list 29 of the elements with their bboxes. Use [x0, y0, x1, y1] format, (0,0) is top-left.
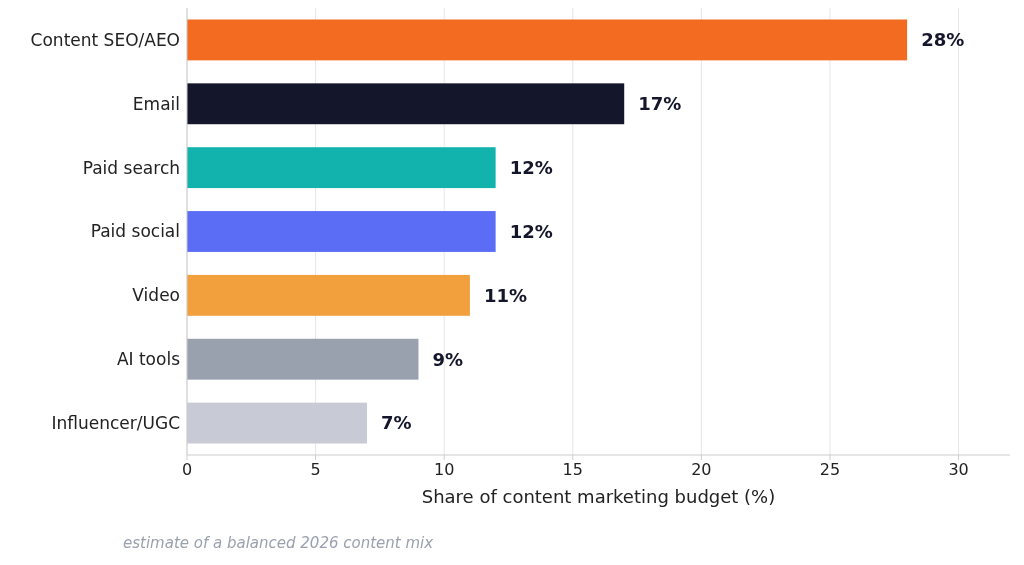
data-label: 17%	[638, 93, 682, 115]
data-label: 11%	[483, 284, 527, 306]
y-tick-label: Paid search	[82, 157, 180, 178]
data-label: 12%	[509, 156, 553, 178]
bar	[187, 338, 419, 380]
bar	[187, 274, 470, 316]
bar	[187, 211, 496, 252]
data-label: 12%	[509, 220, 553, 242]
data-label: 7%	[381, 412, 412, 434]
y-tick-label: Video	[132, 285, 180, 306]
y-tick-label: Paid social	[90, 221, 180, 242]
bar	[187, 83, 625, 125]
y-tick-label: Influencer/UGC	[51, 413, 180, 434]
x-tick-label: 25	[819, 460, 841, 479]
bar	[187, 19, 908, 61]
x-tick-label: 5	[310, 460, 321, 479]
x-tick-label: 20	[691, 460, 712, 479]
bar	[187, 147, 496, 189]
y-tick-label: Content SEO/AEO	[30, 29, 180, 50]
y-tick-label: Email	[132, 93, 180, 114]
data-label: 28%	[921, 29, 965, 51]
x-tick-label: 15	[562, 460, 583, 479]
y-tick-label: AI tools	[116, 349, 181, 370]
data-label: 9%	[432, 348, 464, 370]
x-tick-label: 10	[434, 460, 455, 479]
text: estimate of a balanced 2026 content mix	[123, 534, 434, 552]
x-tick-label: 30	[948, 460, 969, 479]
x-axis-title: Share of content marketing budget (%)	[421, 486, 776, 507]
x-tick-label: 0	[181, 460, 193, 479]
